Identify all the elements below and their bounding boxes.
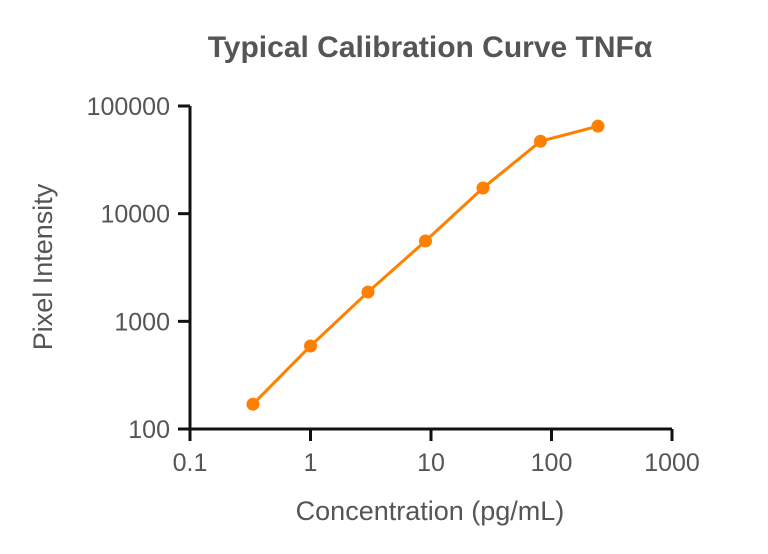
- x-tick-label: 10: [417, 449, 445, 477]
- y-tick-label: 1000: [114, 308, 170, 336]
- data-point: [304, 339, 317, 353]
- y-tick-label: 100: [128, 416, 170, 444]
- x-axis-label: Concentration (pg/mL): [296, 496, 565, 526]
- y-tick-label: 100000: [87, 93, 170, 121]
- y-axis-label: Pixel Intensity: [28, 183, 58, 350]
- series-line: [251, 124, 599, 406]
- data-point: [591, 119, 605, 133]
- data-point: [418, 234, 432, 248]
- chart-title: Typical Calibration Curve TNFα: [208, 31, 653, 64]
- y-tick-label: 10000: [100, 201, 170, 229]
- x-tick-label: 1: [304, 449, 318, 477]
- data-point: [246, 397, 260, 411]
- data-point: [476, 181, 490, 195]
- data-point: [533, 134, 547, 148]
- x-tick-label: 0.1: [173, 449, 208, 477]
- x-tick-label: 1000: [644, 449, 700, 477]
- x-tick-label: 100: [531, 449, 573, 477]
- data-point: [361, 285, 375, 299]
